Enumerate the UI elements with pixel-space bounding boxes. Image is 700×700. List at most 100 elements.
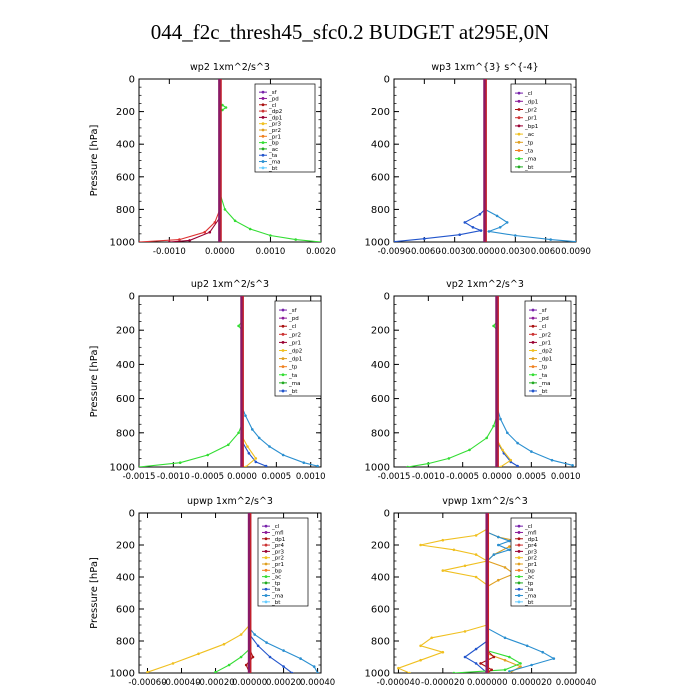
series-point: [452, 548, 456, 552]
y-tick-label: 400: [116, 140, 135, 151]
legend-marker: [264, 556, 268, 560]
x-tick-label: -0.0090: [378, 247, 411, 257]
x-tick-label: -0.000020: [421, 678, 465, 688]
legend-entry: _cl: [271, 524, 280, 530]
legend-entry: _cl: [524, 91, 533, 97]
x-tick-label: 0.0010: [551, 472, 581, 482]
legend-marker: [281, 349, 285, 352]
y-tick-label: 600: [116, 172, 135, 183]
legend-marker: [281, 373, 285, 377]
y-tick-label: 800: [371, 428, 390, 439]
legend-marker: [531, 365, 535, 369]
legend-marker: [264, 537, 268, 541]
x-tick-label: 0.0010: [256, 247, 286, 257]
series-point: [474, 662, 478, 665]
series-point: [227, 663, 231, 667]
series-line-dp2: [139, 296, 243, 467]
series-point: [206, 453, 209, 457]
series-point: [253, 633, 256, 636]
series-point: [319, 240, 321, 242]
series-point: [492, 655, 496, 659]
series-point: [552, 657, 556, 660]
y-axis-label: Pressure [hPa]: [89, 346, 100, 418]
legend-entry: _bt: [268, 166, 278, 172]
legend-marker: [517, 99, 521, 103]
x-tick-label: 0.0000: [227, 472, 257, 482]
y-tick-label: 1000: [110, 463, 135, 474]
legend-marker: [261, 115, 265, 119]
x-tick-label: 0.000000: [467, 678, 508, 688]
legend-entry: _tp: [524, 581, 534, 587]
legend-marker: [264, 581, 268, 585]
legend-marker: [264, 531, 268, 534]
series-group: [394, 79, 576, 242]
y-tick-label: 200: [116, 326, 135, 337]
legend-marker: [261, 122, 265, 126]
series-point: [264, 464, 268, 467]
series-point: [251, 655, 255, 659]
series-line-pr1: [147, 513, 251, 673]
series-point: [514, 234, 517, 237]
legend-marker: [517, 575, 521, 579]
legend-entry: _pr1: [271, 562, 284, 568]
series-point: [247, 452, 251, 455]
legend-marker: [531, 316, 535, 320]
series-point: [508, 545, 511, 548]
legend-marker: [517, 549, 521, 553]
legend-box: [510, 517, 572, 607]
x-tick-label: -0.0005: [446, 472, 479, 482]
series-point: [419, 543, 422, 547]
x-tick-label: -0.00060: [128, 678, 166, 688]
series-point: [268, 655, 272, 659]
series-point: [430, 636, 434, 640]
y-tick-label: 200: [116, 107, 135, 118]
series-point: [251, 428, 254, 431]
legend-marker: [517, 524, 521, 528]
series-point: [525, 644, 529, 648]
series-point: [208, 230, 212, 234]
series-line-pr1: [241, 296, 257, 467]
legend-entry: _ta: [524, 149, 533, 155]
y-tick-label: 800: [116, 637, 135, 648]
x-tick-label: -0.0015: [378, 472, 411, 482]
series-point: [248, 227, 252, 231]
series-point: [508, 548, 511, 552]
series-point: [497, 543, 500, 547]
y-tick-label: 800: [371, 205, 390, 216]
chart-title: vp2 1xm^2/s^3: [446, 279, 524, 290]
legend-entry: _tp: [288, 365, 298, 371]
legend-entry: _tp: [524, 140, 534, 146]
y-tick-label: 800: [116, 428, 135, 439]
x-tick-label: -0.0005: [191, 472, 224, 482]
x-tick-label: 0.00020: [266, 678, 301, 688]
legend-marker: [517, 562, 521, 566]
series-point: [519, 665, 522, 668]
series-point: [452, 671, 456, 673]
series-point: [492, 424, 495, 428]
series-point: [441, 650, 445, 654]
y-axis-label: Pressure [hPa]: [89, 557, 100, 629]
legend-marker: [264, 594, 268, 597]
legend-marker: [261, 160, 265, 163]
series-point: [282, 665, 285, 668]
y-tick-label: 1000: [365, 463, 390, 474]
series-point: [281, 453, 285, 457]
legend-marker: [531, 389, 535, 393]
series-point: [139, 240, 141, 242]
series-point: [244, 465, 247, 467]
chart-title: up2 1xm^2/s^3: [191, 279, 269, 290]
series-point: [505, 221, 509, 224]
series-point: [239, 655, 243, 659]
legend-marker: [261, 128, 265, 132]
series-point: [408, 671, 411, 673]
series-point: [516, 464, 519, 467]
legend-entry: _cl: [268, 103, 277, 109]
series-point: [397, 666, 400, 670]
series-point: [419, 644, 422, 648]
chart-title: vpwp 1xm^2/s^3: [442, 496, 528, 507]
series-point: [237, 324, 240, 328]
x-tick-label: 0.00000: [232, 678, 267, 688]
series-point: [571, 464, 574, 467]
legend-marker: [261, 109, 265, 113]
